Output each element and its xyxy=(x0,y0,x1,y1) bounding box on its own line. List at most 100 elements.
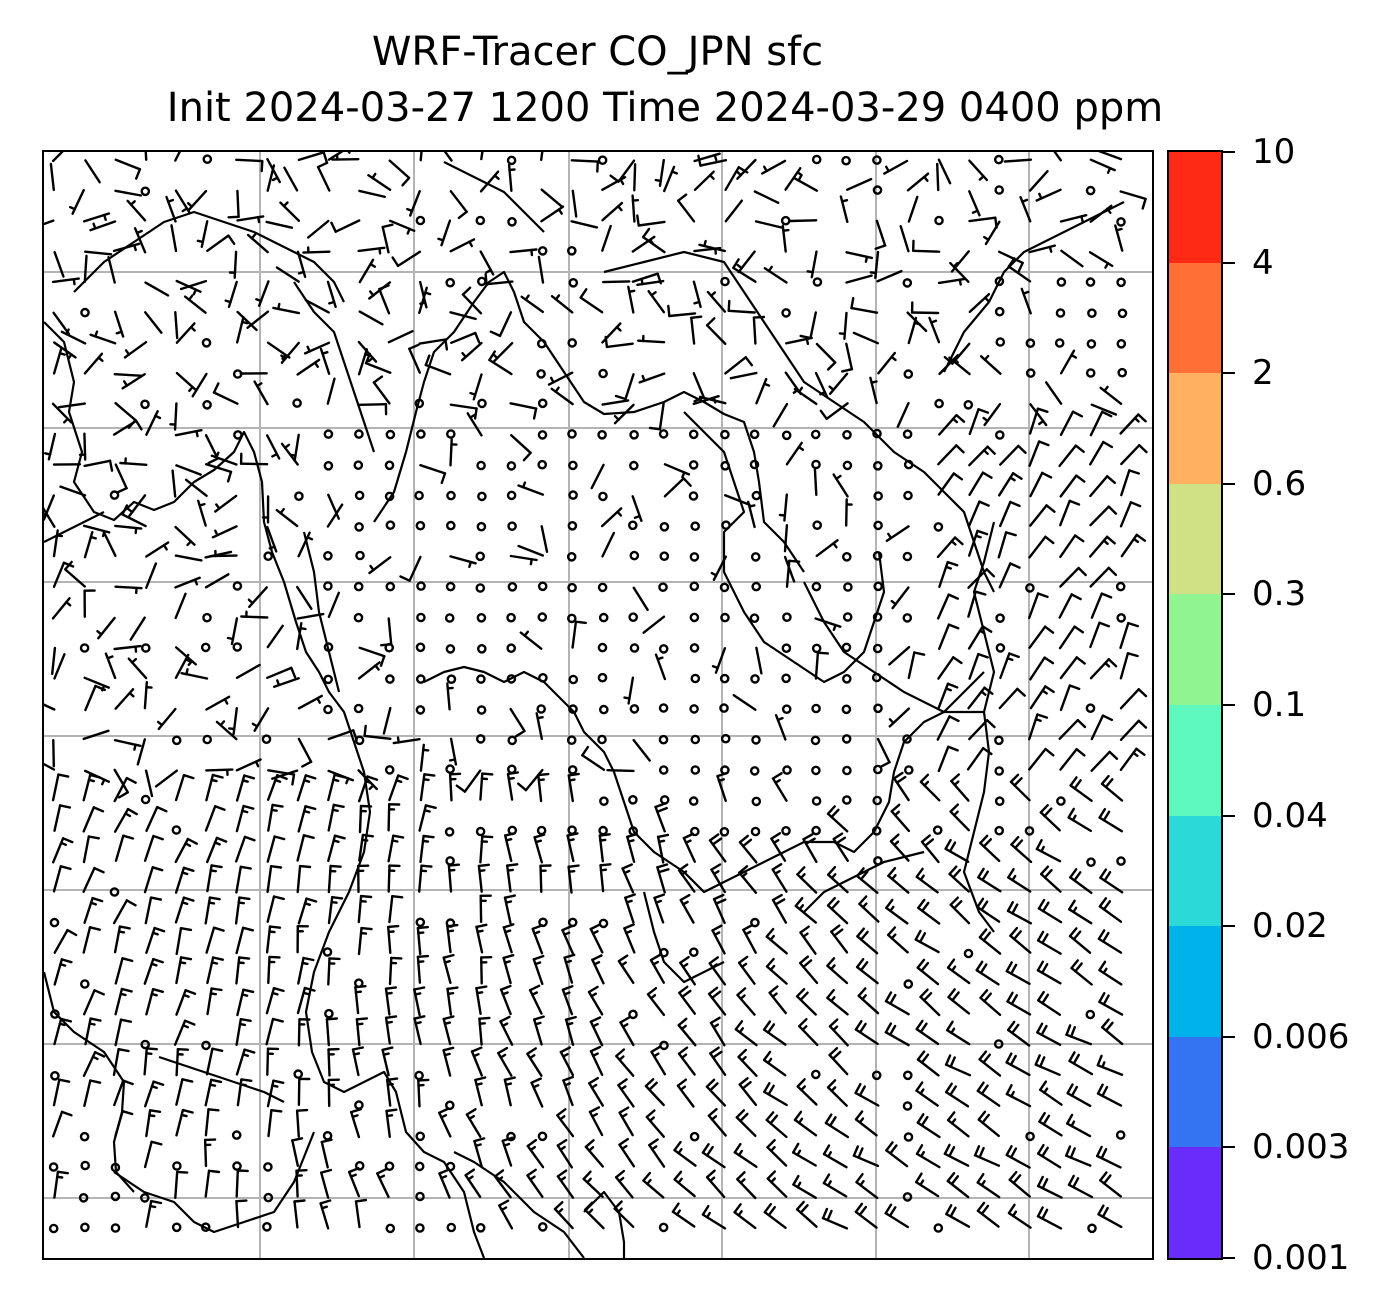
wind-barb xyxy=(479,250,495,276)
barb-feather xyxy=(1038,1111,1046,1123)
calm-wind-circle xyxy=(50,1071,60,1081)
wind-barb xyxy=(1037,990,1062,1016)
barb-half-feather xyxy=(677,1177,683,1184)
wind-barb xyxy=(82,866,105,893)
wind-barb xyxy=(206,864,223,893)
barb-half-feather xyxy=(534,961,542,966)
barb-staff xyxy=(296,834,306,862)
barb-half-feather xyxy=(806,270,814,274)
wind-barb xyxy=(998,472,1023,497)
barb-feather xyxy=(150,1140,163,1146)
barb-half-feather xyxy=(166,198,175,203)
barb-feather xyxy=(1101,714,1114,722)
wind-barb xyxy=(449,438,458,467)
barb-feather xyxy=(1009,500,1021,508)
barb-half-feather xyxy=(181,1024,190,1029)
wind-barb xyxy=(239,452,269,466)
barb-feather xyxy=(978,500,990,507)
calm-wind-circle xyxy=(720,460,731,471)
barb-half-feather xyxy=(368,784,375,791)
wind-barb xyxy=(602,280,631,284)
barb-staff xyxy=(663,477,685,498)
barb-half-feather xyxy=(801,1025,808,1031)
barb-half-feather xyxy=(534,839,542,844)
barb-staff xyxy=(998,250,1024,265)
wind-barb xyxy=(1119,190,1147,210)
barb-feather xyxy=(151,866,164,872)
barb-half-feather xyxy=(557,208,563,215)
calm-wind-circle xyxy=(536,369,546,379)
wind-barb xyxy=(737,955,756,985)
wind-barb xyxy=(896,401,910,428)
barb-half-feather xyxy=(554,386,560,393)
wind-barb xyxy=(832,832,849,862)
barb-feather xyxy=(752,315,766,319)
barb-half-feather xyxy=(119,992,127,997)
barb-staff xyxy=(450,331,477,345)
wind-barb xyxy=(442,1015,455,1046)
wind-barb xyxy=(82,926,101,954)
wind-barb xyxy=(413,1015,426,1046)
barb-feather xyxy=(1108,750,1119,760)
wind-barb xyxy=(413,986,426,1017)
wind-barb xyxy=(890,586,910,610)
wind-barb xyxy=(1067,899,1093,925)
barb-half-feather xyxy=(361,838,369,842)
barb-staff xyxy=(143,834,155,862)
barb-half-feather xyxy=(559,1145,566,1151)
wind-barb xyxy=(765,927,788,955)
wind-barb xyxy=(732,694,757,711)
coastline-segment xyxy=(423,665,985,894)
barb-half-feather xyxy=(615,325,622,332)
wind-barb xyxy=(531,924,544,955)
wind-barb xyxy=(145,805,168,832)
wind-barb xyxy=(64,560,86,588)
barb-feather xyxy=(980,1084,989,1095)
wind-barb xyxy=(948,865,970,893)
barb-staff xyxy=(327,591,340,618)
barb-feather xyxy=(207,1108,220,1112)
wind-barb xyxy=(326,377,336,405)
barb-feather xyxy=(1039,1080,1048,1091)
wind-barb xyxy=(113,925,131,954)
wind-barb xyxy=(399,555,422,582)
wind-barb xyxy=(1028,440,1050,467)
wind-barb xyxy=(235,804,255,833)
barb-feather xyxy=(983,686,994,695)
wind-barb xyxy=(999,500,1021,528)
barb-half-feather xyxy=(641,374,646,382)
wind-barb xyxy=(884,1022,910,1047)
barb-half-feather xyxy=(709,1176,716,1183)
wind-barb xyxy=(446,923,459,954)
wind-barb xyxy=(599,863,612,893)
wind-barb xyxy=(386,1077,399,1107)
barb-feather xyxy=(920,834,931,844)
barb-half-feather xyxy=(889,905,895,913)
wind-barb xyxy=(917,898,941,925)
barb-feather xyxy=(679,955,690,964)
barb-feather xyxy=(473,1137,486,1143)
barb-half-feather xyxy=(504,929,512,934)
wind-barb xyxy=(999,652,1020,680)
wind-barb xyxy=(204,896,221,925)
wind-barb xyxy=(852,1145,880,1168)
calm-wind-circle xyxy=(629,460,639,471)
barb-staff xyxy=(266,164,276,192)
calm-wind-circle xyxy=(658,644,669,654)
barb-feather xyxy=(948,865,958,876)
barb-staff xyxy=(387,617,393,646)
wind-barb xyxy=(802,833,818,864)
barb-feather xyxy=(243,835,256,842)
barb-staff xyxy=(449,190,468,213)
calm-wind-circle xyxy=(994,735,1004,746)
wind-barb xyxy=(682,832,696,863)
barb-feather xyxy=(444,338,449,351)
wind-barb xyxy=(143,1080,165,1108)
wind-barb xyxy=(381,1046,394,1077)
barb-staff xyxy=(1028,592,1040,620)
barb-half-feather xyxy=(55,1175,64,1179)
wind-barb xyxy=(1089,658,1118,680)
barb-staff xyxy=(1119,652,1130,680)
wind-barb xyxy=(205,926,225,954)
coastline-segment xyxy=(603,250,995,593)
